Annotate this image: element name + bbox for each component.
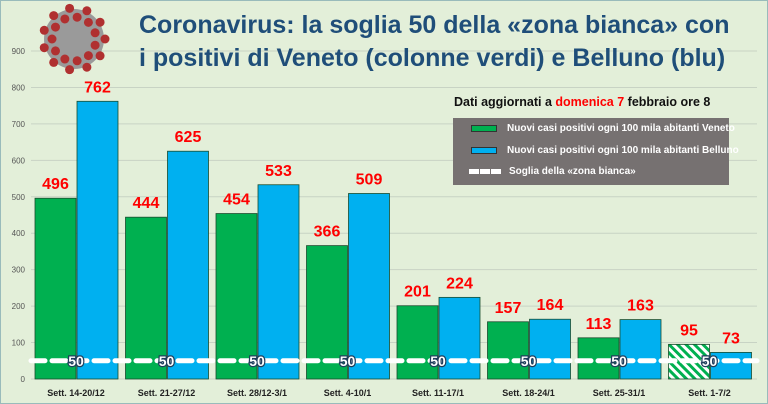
data-label: 163 (627, 298, 654, 315)
bar-veneto (306, 245, 348, 380)
data-label: 113 (586, 316, 612, 333)
virus-spike (95, 51, 105, 61)
x-tick-label: Sett. 18-24/1 (502, 388, 555, 398)
y-tick-label: 0 (21, 375, 26, 384)
virus-spike (65, 65, 75, 75)
virus-spike (50, 22, 60, 32)
update-note: Dati aggiornati a domenica 7 febbraio or… (454, 95, 710, 109)
chart-title: Coronavirus: la soglia 50 della «zona bi… (139, 9, 729, 75)
title-line-1: Coronavirus: la soglia 50 della «zona bi… (139, 11, 730, 39)
virus-spike (95, 17, 105, 27)
data-label: 366 (314, 224, 341, 241)
bar-belluno (619, 319, 662, 380)
update-prefix: Dati aggiornati a (454, 95, 556, 109)
threshold-label: 50 (249, 353, 265, 369)
virus-spike (82, 6, 92, 16)
virus-spike (82, 62, 92, 72)
x-tick-label: Sett. 25-31/1 (593, 388, 646, 398)
virus-spike (100, 34, 110, 44)
update-suffix: febbraio ore 8 (624, 95, 711, 109)
virus-spike (49, 11, 59, 21)
threshold-label: 50 (340, 353, 356, 369)
data-label: 496 (42, 176, 69, 193)
x-tick-label: Sett. 4-10/1 (324, 388, 372, 398)
virus-spike (39, 25, 49, 35)
virus-spike (72, 56, 82, 66)
virus-spike (83, 51, 93, 61)
bar-veneto (396, 305, 439, 380)
legend-swatch-belluno (471, 147, 497, 154)
bar-belluno (438, 296, 481, 380)
bar-belluno (348, 193, 390, 380)
virus-spike (65, 3, 75, 13)
virus-spike (50, 46, 60, 56)
legend-label: Soglia della «zona bianca» (509, 166, 636, 177)
legend-item-threshold: Soglia della «zona bianca» (453, 166, 636, 177)
virus-spike (60, 14, 70, 24)
bar-veneto (215, 213, 258, 380)
bar-belluno (76, 100, 119, 380)
legend-label: Nuovi casi positivi ogni 100 mila abitan… (507, 145, 739, 156)
y-tick-label: 200 (12, 302, 26, 311)
y-tick-label: 800 (12, 83, 26, 92)
threshold-label: 50 (611, 353, 627, 369)
x-tick-label: Sett. 11-17/1 (412, 388, 464, 398)
threshold-label: 50 (521, 353, 537, 369)
virus-icon (39, 3, 110, 75)
data-label: 157 (495, 300, 522, 317)
bar-veneto (125, 216, 167, 380)
data-label: 454 (223, 192, 250, 209)
bar-veneto (487, 321, 529, 380)
y-tick-label: 300 (12, 266, 26, 275)
x-tick-label: Sett. 14-20/12 (47, 388, 105, 398)
y-tick-label: 500 (12, 193, 26, 202)
data-label: 509 (356, 171, 383, 188)
y-tick-label: 600 (12, 156, 26, 165)
x-tick-label: Sett. 1-7/2 (688, 388, 731, 398)
x-tick-label: Sett. 21-27/12 (138, 388, 196, 398)
title-line-2: i positivi di Veneto (colonne verdi) e B… (139, 44, 726, 72)
data-label: 224 (446, 275, 473, 292)
update-day: domenica 7 (555, 95, 625, 109)
bar-belluno (529, 318, 571, 380)
legend-swatch-veneto (471, 125, 497, 132)
virus-spike (83, 17, 93, 27)
bar-veneto (34, 197, 77, 380)
threshold-label: 50 (68, 353, 84, 369)
legend-item-belluno: Nuovi casi positivi ogni 100 mila abitan… (453, 145, 739, 156)
data-label: 95 (680, 322, 698, 339)
y-tick-label: 700 (12, 120, 26, 129)
threshold-label: 50 (430, 353, 446, 369)
legend-item-veneto: Nuovi casi positivi ogni 100 mila abitan… (453, 123, 735, 134)
data-label: 762 (84, 79, 111, 96)
virus-spike (49, 57, 59, 67)
legend-swatch-threshold (469, 169, 501, 174)
bar-belluno (710, 351, 752, 380)
data-label: 444 (133, 195, 160, 212)
threshold-label: 50 (159, 353, 175, 369)
virus-spike (72, 12, 82, 22)
y-tick-label: 900 (12, 47, 26, 56)
x-tick-label: Sett. 28/12-3/1 (227, 388, 287, 398)
threshold-label: 50 (702, 353, 718, 369)
y-tick-label: 100 (12, 339, 26, 348)
virus-spike (90, 28, 100, 38)
virus-spike (90, 40, 100, 50)
y-tick-label: 400 (12, 229, 26, 238)
virus-spike (39, 43, 49, 53)
data-label: 533 (265, 163, 292, 180)
data-label: 201 (404, 284, 431, 301)
legend-label: Nuovi casi positivi ogni 100 mila abitan… (507, 123, 735, 134)
virus-spike (60, 54, 70, 64)
data-label: 625 (175, 129, 202, 146)
data-label: 73 (722, 330, 740, 347)
virus-spike (47, 34, 57, 44)
bar-belluno (257, 184, 300, 380)
legend: Nuovi casi positivi ogni 100 mila abitan… (453, 118, 739, 185)
bar-belluno (167, 150, 209, 380)
data-label: 164 (537, 297, 564, 314)
